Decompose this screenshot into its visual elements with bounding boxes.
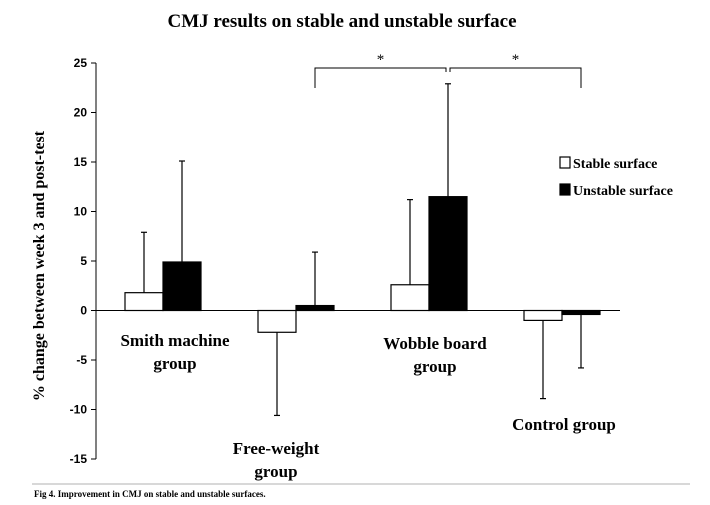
bar: [257, 309, 297, 333]
legend-label: Stable surface: [573, 157, 657, 172]
y-tick-label: 15: [74, 155, 88, 169]
legend-swatch: [559, 183, 571, 196]
chart-title: CMJ results on stable and unstable surfa…: [167, 11, 516, 32]
bar: [428, 196, 468, 312]
y-tick-label: 10: [74, 205, 88, 219]
y-tick-label: 0: [80, 304, 87, 318]
plot-area: 25 20 15 10 5 0 -5 -10 -15 Smith machine group Free…: [70, 52, 620, 481]
category-label: group: [254, 462, 297, 481]
bar: [124, 292, 164, 312]
y-tick-label: -5: [76, 353, 87, 367]
bar: [390, 284, 430, 312]
category-label: group: [413, 357, 456, 376]
significance-bracket: [449, 67, 582, 88]
y-axis-label: % change between week 3 and post-test: [31, 130, 48, 401]
category-label: Wobble board: [383, 334, 487, 353]
significance-star: *: [512, 52, 520, 68]
bar: [295, 304, 335, 312]
legend-label: Unstable surface: [573, 184, 673, 199]
legend: Stable surface Unstable surface: [559, 156, 673, 199]
bar: [561, 309, 601, 316]
y-tick-label: -10: [70, 403, 88, 417]
category-label: Control group: [512, 415, 616, 434]
category-label: Free-weight: [233, 439, 320, 458]
y-tick-label: 20: [74, 106, 88, 120]
bar: [523, 309, 563, 321]
figure-caption: Fig 4. Improvement in CMJ on stable and …: [34, 489, 266, 499]
y-tick-label: 5: [80, 254, 87, 268]
bar: [162, 261, 202, 312]
significance-bracket: [314, 67, 447, 88]
category-label: group: [153, 354, 196, 373]
legend-swatch: [559, 156, 571, 169]
y-tick-label: 25: [74, 56, 88, 70]
significance-star: *: [377, 52, 385, 68]
category-label: Smith machine: [120, 331, 230, 350]
y-tick-label: -15: [70, 452, 88, 466]
